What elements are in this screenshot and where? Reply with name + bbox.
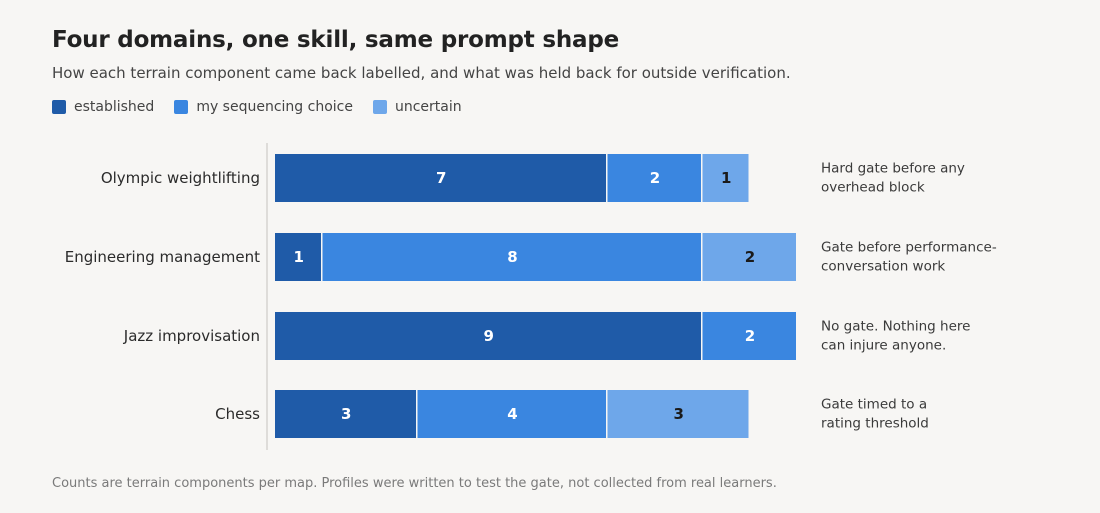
bar-segment xyxy=(417,390,606,438)
bar-value-label: 7 xyxy=(436,169,446,187)
bar-value-label: 2 xyxy=(650,169,660,187)
legend-label-established: established xyxy=(74,99,155,115)
legend-swatch-established xyxy=(52,100,66,114)
bar-segment xyxy=(607,154,701,202)
bar-segment xyxy=(322,233,701,281)
bar-annotation: Hard gate before any xyxy=(821,161,965,177)
legend-item-uncertain: uncertain xyxy=(372,99,462,115)
bar-value-label: 8 xyxy=(507,248,517,266)
bar-value-label: 3 xyxy=(341,405,351,423)
category-label: Engineering management xyxy=(65,248,260,266)
legend-swatch-uncertain xyxy=(372,100,387,114)
bar-value-label: 1 xyxy=(721,169,731,187)
category-label: Chess xyxy=(215,405,260,423)
bar-segment xyxy=(702,154,749,202)
legend-label-uncertain: uncertain xyxy=(394,99,462,115)
bar-annotation: overhead block xyxy=(821,180,925,196)
bar-segment xyxy=(275,154,606,202)
legend-label-my-sequencing-choice: my sequencing choice xyxy=(196,99,353,115)
bar-value-label: 9 xyxy=(484,327,494,345)
legend-item-established: established xyxy=(52,99,154,115)
bar-segment xyxy=(702,233,796,281)
chart-title: Four domains, one skill, same prompt sha… xyxy=(52,27,619,53)
bar-segment xyxy=(275,233,321,281)
bar-annotation: can injure anyone. xyxy=(821,338,946,354)
legend-item-my-sequencing-choice: my sequencing choice xyxy=(174,99,353,115)
bar-value-label: 3 xyxy=(674,405,684,423)
bar-annotation: Gate before performance- xyxy=(821,240,997,256)
bar-value-label: 1 xyxy=(294,248,304,266)
category-label: Olympic weightlifting xyxy=(101,169,260,187)
bar-value-label: 4 xyxy=(507,405,517,423)
bar-value-label: 2 xyxy=(745,248,755,266)
chart-subtitle: How each terrain component came back lab… xyxy=(52,64,791,82)
bar-annotation: No gate. Nothing here xyxy=(821,319,970,335)
bar-segment xyxy=(275,312,701,360)
bar-annotation: Gate timed to a xyxy=(821,397,927,413)
bar-value-label: 2 xyxy=(745,327,755,345)
category-label: Jazz improvisation xyxy=(123,327,260,345)
bar-segment xyxy=(702,312,796,360)
bar-annotation: rating threshold xyxy=(821,416,929,432)
bar-segment xyxy=(275,390,416,438)
bar-annotation: conversation work xyxy=(821,259,945,275)
footnote: Counts are terrain components per map. P… xyxy=(52,476,777,491)
legend: established my sequencing choice uncerta… xyxy=(52,99,482,115)
bar-segment xyxy=(607,390,749,438)
legend-swatch-my-sequencing-choice xyxy=(174,100,189,114)
